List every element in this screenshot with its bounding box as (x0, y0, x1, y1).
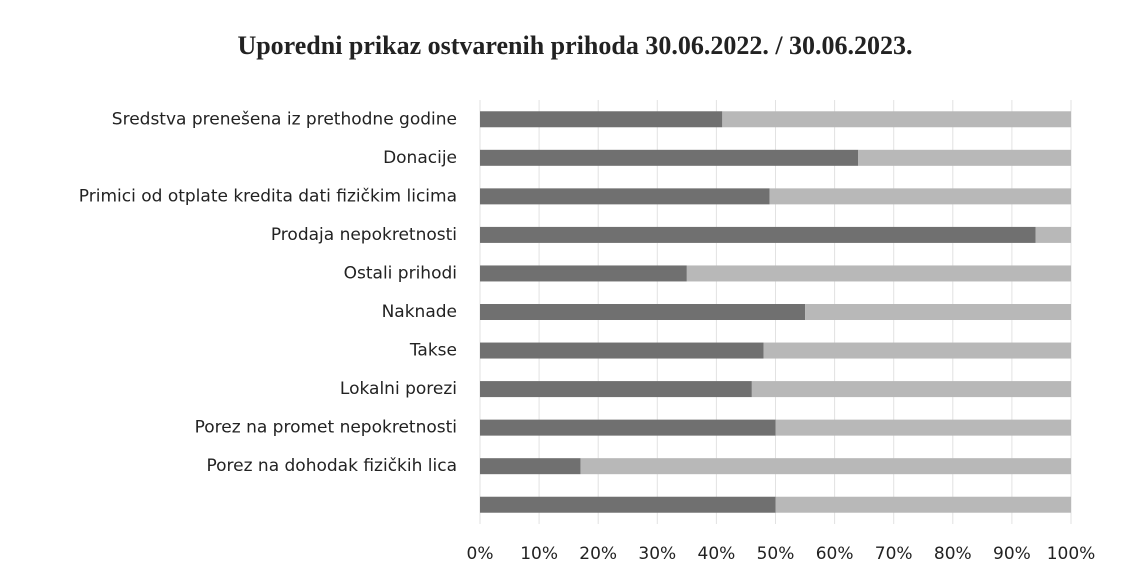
bar-segment (769, 188, 1071, 205)
bar-segment (480, 111, 723, 128)
y-tick-label: Porez na dohodak fizičkih lica (206, 456, 457, 476)
chart-title: Uporedni prikaz ostvarenih prihoda 30.06… (237, 31, 912, 60)
bar-segment (1035, 226, 1071, 243)
y-tick-label: Takse (409, 341, 457, 361)
y-tick-label: Donacije (383, 148, 457, 168)
y-tick-label: Primici od otplate kredita dati fizičkim… (79, 186, 457, 206)
bar-segment (805, 304, 1071, 320)
y-tick-label: Prodaja nepokretnosti (271, 225, 457, 245)
bar-segment (480, 342, 764, 359)
x-tick-label: 60% (816, 544, 854, 564)
bar-segment (480, 496, 776, 513)
y-tick-label: Ostali prihodi (344, 263, 457, 283)
bar-segment (480, 381, 752, 398)
x-tick-label: 40% (698, 544, 736, 564)
bar-segment (580, 458, 1071, 475)
bar-segment (480, 419, 776, 436)
bar-segment (858, 149, 1071, 166)
bar-segment (775, 496, 1071, 513)
x-tick-label: 80% (934, 544, 972, 564)
x-tick-label: 90% (993, 544, 1031, 564)
bar-segment (480, 149, 859, 166)
x-tick-label: 10% (520, 544, 558, 564)
x-tick-label: 0% (467, 544, 494, 564)
bar-segment (751, 381, 1071, 398)
bar-segment (722, 111, 1071, 128)
x-tick-label: 20% (579, 544, 617, 564)
x-tick-label: 100% (1047, 544, 1096, 564)
bar-segment (480, 458, 581, 475)
bar-segment (480, 265, 687, 282)
y-tick-label: Lokalni porezi (340, 379, 457, 399)
bar-segment (480, 188, 770, 205)
x-tick-label: 70% (875, 544, 913, 564)
bar-segment (480, 304, 806, 320)
bar-segment (775, 419, 1071, 436)
y-tick-label: Porez na promet nepokretnosti (195, 418, 457, 438)
bar-segment (480, 226, 1036, 243)
bar-segment (686, 265, 1071, 282)
bar-segment (763, 342, 1071, 359)
y-tick-label: Sredstva prenešena iz prethodne godine (112, 109, 457, 129)
x-tick-label: 50% (757, 544, 795, 564)
x-tick-label: 30% (638, 544, 676, 564)
y-tick-label: Naknade (382, 302, 457, 322)
